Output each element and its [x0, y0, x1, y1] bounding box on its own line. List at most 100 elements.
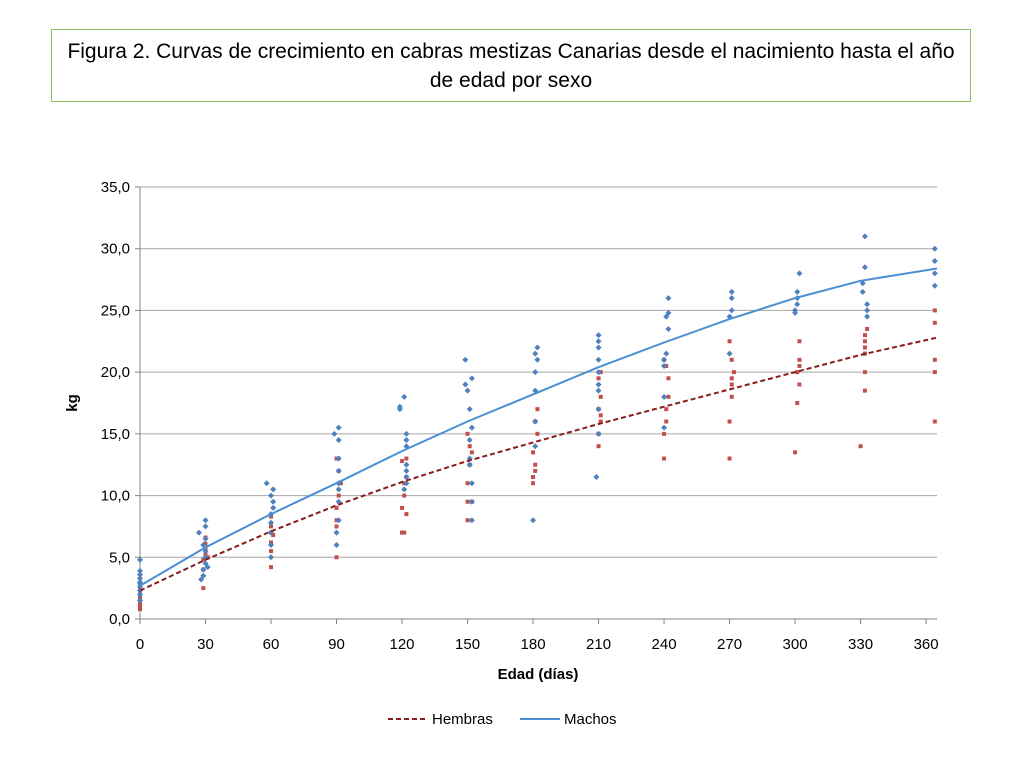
hembras-point — [729, 382, 734, 387]
machos-point — [403, 461, 410, 468]
machos-point — [137, 567, 143, 574]
machos-point — [534, 356, 541, 363]
machos-point — [859, 288, 866, 295]
machos-point — [864, 307, 871, 314]
data-points — [137, 233, 938, 612]
hembras-point — [729, 394, 734, 399]
hembras-point — [797, 357, 802, 362]
machos-point — [532, 418, 539, 425]
machos-point — [137, 575, 143, 582]
machos-point — [468, 480, 475, 487]
machos-point — [796, 270, 803, 277]
machos-point — [137, 591, 143, 598]
hembras-point — [334, 555, 339, 560]
hembras-point — [664, 419, 669, 424]
hembras-point — [533, 462, 538, 467]
machos-point — [859, 280, 866, 287]
machos-point — [595, 344, 602, 351]
machos-point — [202, 535, 209, 542]
hembras-point — [727, 419, 732, 424]
machos-point — [595, 369, 602, 376]
hembras-point — [402, 493, 407, 498]
trend-lines — [139, 267, 938, 592]
y-tick-label: 30,0 — [101, 241, 130, 258]
machos-point — [665, 295, 672, 302]
hembras-point — [336, 493, 341, 498]
x-tick-label: 360 — [914, 636, 939, 653]
machos-point — [931, 282, 938, 289]
machos-point — [202, 517, 209, 524]
machos-point — [270, 498, 277, 505]
hembras-point — [662, 456, 667, 461]
machos-point — [661, 362, 668, 369]
machos-point — [466, 461, 473, 468]
hembras-point — [862, 345, 867, 350]
machos-point — [931, 270, 938, 277]
machos-point — [268, 492, 275, 499]
hembras-point — [531, 475, 536, 480]
hembras-point — [666, 376, 671, 381]
machos-point — [468, 498, 475, 505]
x-tick-label: 60 — [263, 636, 280, 653]
legend: Hembras Machos — [388, 711, 617, 728]
hembras-point — [598, 394, 603, 399]
machos-point — [335, 486, 342, 493]
machos-point — [661, 424, 668, 431]
machos-point — [595, 332, 602, 339]
machos-point — [661, 393, 668, 400]
machos-point — [665, 309, 672, 316]
hembras-point — [598, 413, 603, 418]
chart-title-box: Figura 2. Curvas de crecimiento en cabra… — [51, 29, 971, 102]
x-tick-label: 330 — [848, 636, 873, 653]
hembras-point — [932, 370, 937, 375]
hembras-point — [469, 450, 474, 455]
hembras-point — [535, 431, 540, 436]
hembras-point — [932, 357, 937, 362]
machos-point — [401, 486, 408, 493]
x-tick-label: 0 — [136, 636, 144, 653]
y-tick-label: 25,0 — [101, 302, 130, 319]
hembras-point — [531, 450, 536, 455]
machos-point — [468, 375, 475, 382]
machos-point — [792, 307, 799, 314]
machos-point — [403, 437, 410, 444]
y-tick-label: 0,0 — [109, 611, 130, 628]
x-tick-label: 30 — [197, 636, 214, 653]
machos-point — [333, 529, 340, 536]
x-tick-label: 120 — [390, 636, 415, 653]
machos-point — [726, 350, 733, 357]
hembras-trend-line — [139, 336, 938, 592]
chart-title: Figura 2. Curvas de crecimiento en cabra… — [67, 39, 955, 92]
x-tick-label: 90 — [328, 636, 345, 653]
machos-point — [335, 437, 342, 444]
hembras-point — [795, 401, 800, 405]
machos-point — [462, 356, 469, 363]
hembras-point — [596, 376, 601, 381]
hembras-point — [402, 530, 407, 535]
machos-point — [595, 430, 602, 437]
machos-point — [532, 350, 539, 357]
machos-point — [468, 424, 475, 431]
machos-point — [403, 467, 410, 474]
machos-point — [532, 443, 539, 450]
hembras-point — [400, 530, 405, 535]
hembras-point — [797, 382, 802, 387]
hembras-point — [862, 333, 867, 338]
machos-point — [462, 381, 469, 388]
hembras-point — [662, 431, 667, 436]
machos-point — [593, 474, 600, 481]
hembras-point — [465, 431, 470, 436]
machos-point — [464, 387, 471, 394]
hembras-point — [598, 419, 603, 424]
x-tick-label: 180 — [521, 636, 546, 653]
machos-point — [595, 356, 602, 363]
hembras-point — [729, 376, 734, 381]
machos-point — [468, 517, 475, 524]
hembras-point — [531, 481, 536, 486]
hembras-point — [201, 557, 206, 562]
hembras-point — [269, 565, 274, 570]
x-tick-label: 150 — [455, 636, 480, 653]
hembras-point — [666, 394, 671, 399]
machos-point — [532, 369, 539, 376]
machos-point — [200, 541, 207, 548]
